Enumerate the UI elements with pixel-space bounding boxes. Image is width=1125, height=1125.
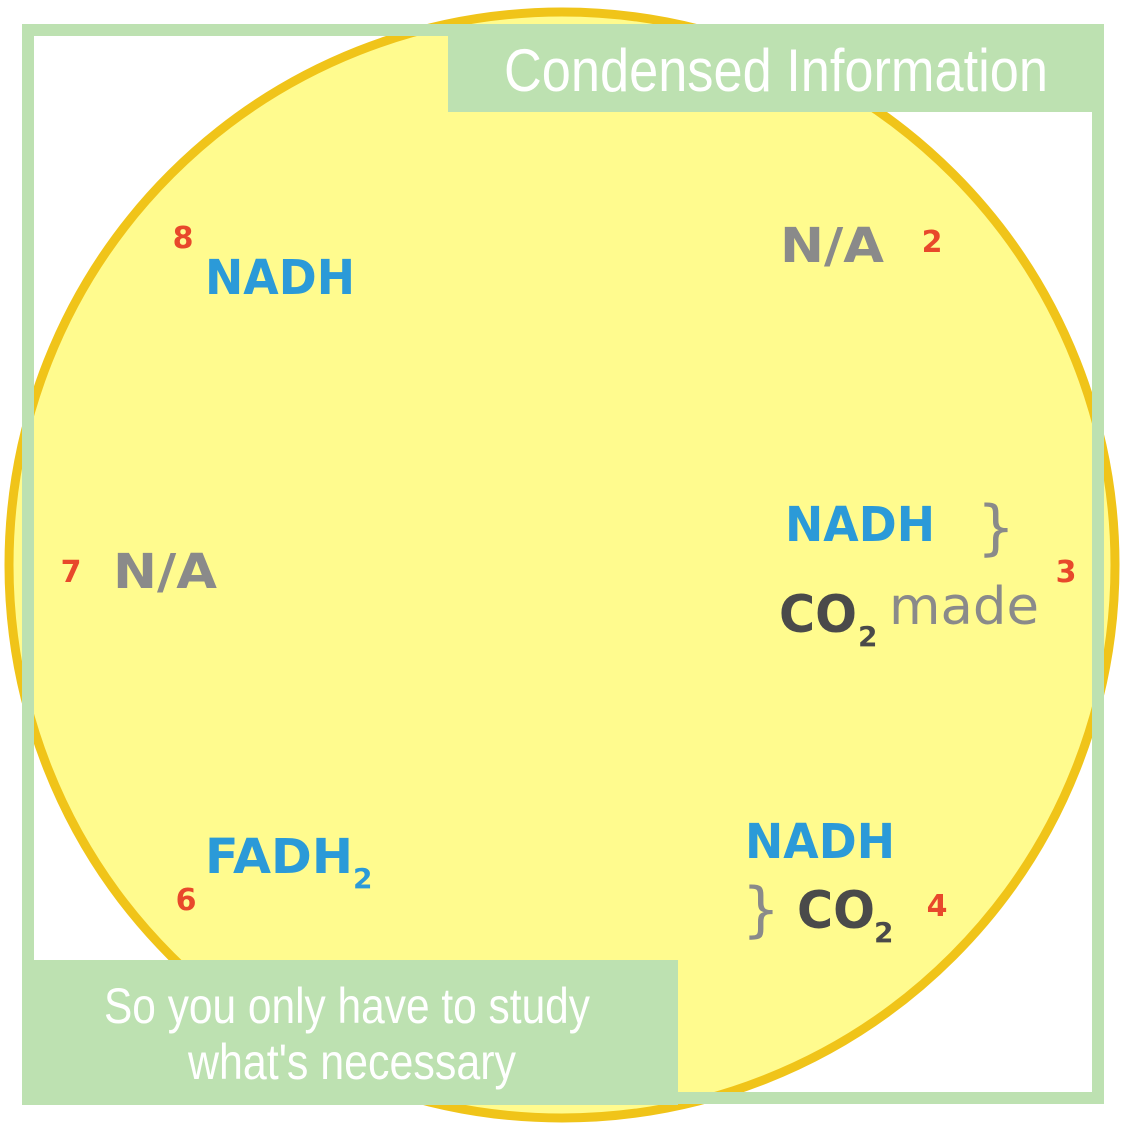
footer-bar (22, 960, 678, 1105)
step-4-co2: CO (797, 881, 875, 941)
step-4-product: NADH (745, 814, 895, 870)
step-6-product: FADH (205, 829, 353, 885)
page-title: Condensed Information (504, 37, 1048, 104)
step-4-co2-subscript: 2 (874, 916, 893, 949)
step-4-brace: } (742, 875, 780, 945)
step-3-made: made (889, 577, 1039, 637)
step-7-product: N/A (113, 544, 217, 600)
step-8-product: NADH (205, 250, 355, 306)
footer-line-2: what's necessary (187, 1034, 516, 1090)
step-6-number: 6 (176, 883, 197, 918)
step-3-co2-subscript: 2 (858, 620, 877, 653)
step-6-product-subscript: 2 (353, 862, 372, 895)
step-3-product: NADH (785, 497, 935, 553)
cycle-circle (4, 7, 1120, 1123)
step-7-number: 7 (61, 555, 82, 590)
step-3-number: 3 (1056, 555, 1077, 590)
step-4-number: 4 (927, 889, 948, 924)
step-3-brace: } (977, 493, 1015, 563)
step-2-number: 2 (922, 225, 943, 260)
step-8-number: 8 (173, 221, 194, 256)
header-bar (448, 24, 1104, 112)
step-2-product: N/A (780, 218, 884, 274)
step-3-co2: CO (779, 585, 857, 645)
footer-line-1: So you only have to study (104, 978, 590, 1034)
